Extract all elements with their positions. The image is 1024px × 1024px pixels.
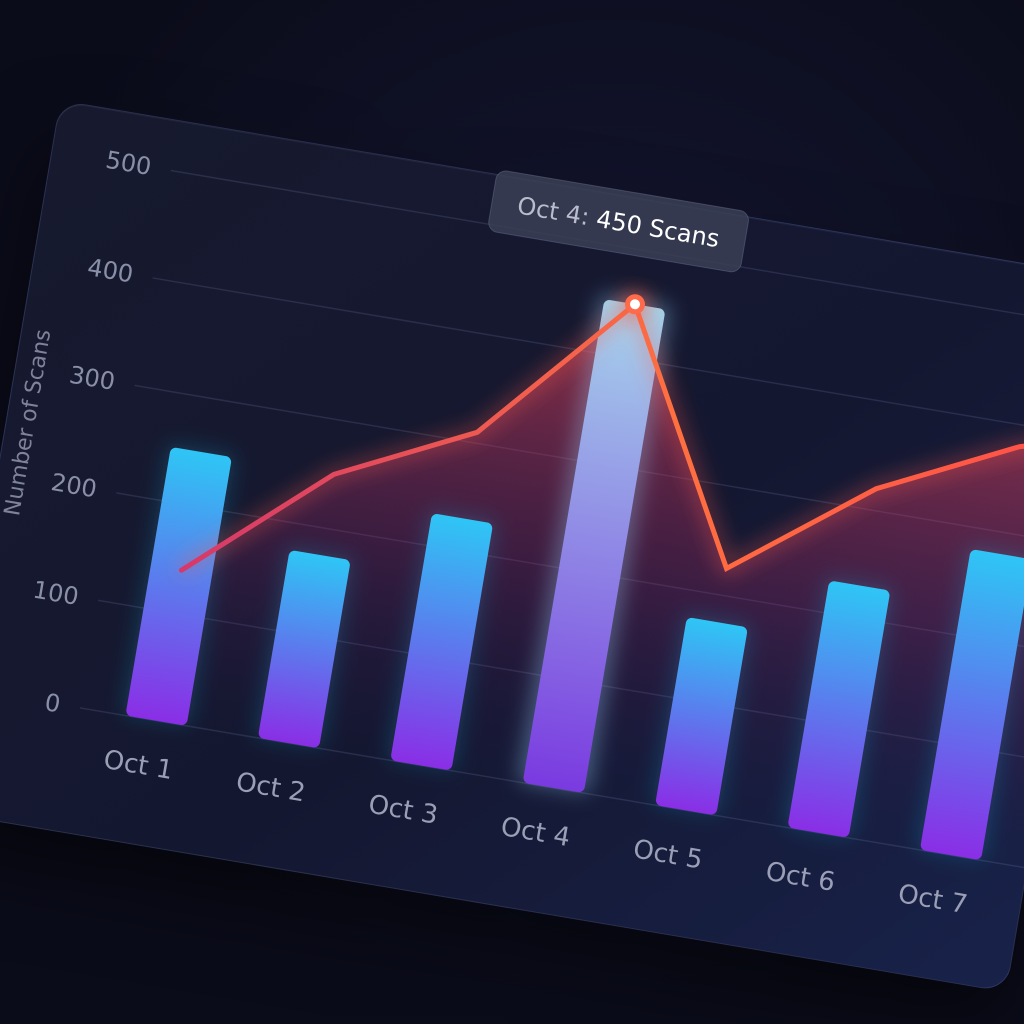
bar-oct-2 bbox=[258, 550, 350, 748]
tooltip: Oct 4: 450 Scans bbox=[488, 170, 749, 273]
line-series bbox=[178, 290, 1024, 576]
line-path bbox=[178, 300, 1024, 573]
y-tick-label: 100 bbox=[31, 576, 81, 611]
bar-oct-1 bbox=[126, 447, 232, 725]
chart-card: 0 100 200 300 400 500 Number of Scans Oct 1 Oc… bbox=[0, 100, 1024, 993]
bar-oct-3 bbox=[391, 514, 493, 770]
y-tick-label: 400 bbox=[85, 253, 135, 288]
x-tick-label: Oct 5 bbox=[631, 834, 705, 875]
y-tick-label: 500 bbox=[104, 146, 154, 181]
y-axis-title: Number of Scans bbox=[0, 328, 56, 518]
y-tick-label: 0 bbox=[43, 688, 63, 718]
tooltip-box bbox=[488, 170, 749, 273]
point-oct-4-center bbox=[629, 299, 640, 310]
x-tick-label: Oct 7 bbox=[896, 879, 970, 920]
x-tick-label: Oct 6 bbox=[763, 857, 837, 898]
bar-oct-7 bbox=[920, 549, 1024, 860]
y-tick-label: 200 bbox=[49, 468, 99, 503]
chart: 0 100 200 300 400 500 Number of Scans Oct 1 Oc… bbox=[0, 146, 1024, 920]
bar-series bbox=[122, 293, 1024, 860]
bar-oct-5 bbox=[655, 617, 748, 815]
bar-oct-6 bbox=[788, 581, 890, 837]
x-tick-label: Oct 2 bbox=[234, 767, 308, 808]
x-tick-label: Oct 4 bbox=[499, 812, 573, 853]
y-tick-label: 300 bbox=[67, 361, 117, 396]
x-tick-label: Oct 1 bbox=[101, 745, 175, 786]
x-tick-label: Oct 3 bbox=[366, 790, 440, 831]
bar-oct-4 bbox=[523, 299, 665, 793]
